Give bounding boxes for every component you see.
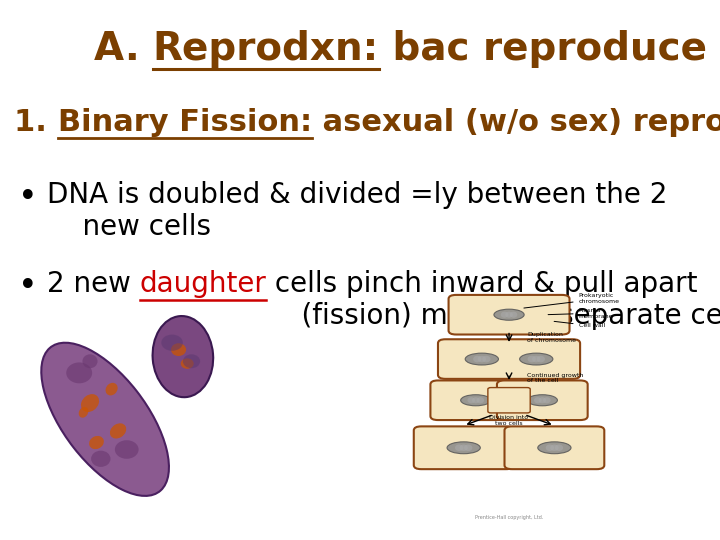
Text: Plasma
membrane: Plasma membrane (548, 308, 613, 319)
Text: Reprodxn:: Reprodxn: (153, 30, 379, 68)
Ellipse shape (464, 444, 472, 451)
Ellipse shape (110, 423, 126, 438)
FancyBboxPatch shape (497, 381, 588, 420)
Ellipse shape (536, 356, 545, 362)
Text: •: • (18, 270, 37, 303)
Ellipse shape (106, 383, 117, 395)
Text: 2 new: 2 new (47, 270, 140, 298)
FancyBboxPatch shape (414, 427, 513, 469)
Text: Continued growth
of the cell: Continued growth of the cell (527, 373, 583, 383)
Text: DNA is doubled & divided =ly between the 2
    new cells: DNA is doubled & divided =ly between the… (47, 181, 667, 241)
Ellipse shape (455, 444, 463, 451)
Ellipse shape (477, 356, 486, 362)
Text: Prokaryotic
chromosome: Prokaryotic chromosome (524, 293, 620, 308)
Ellipse shape (539, 397, 546, 403)
Text: asexual (w/o sex) reprodxn.: asexual (w/o sex) reprodxn. (312, 108, 720, 137)
Ellipse shape (528, 356, 536, 362)
FancyBboxPatch shape (438, 339, 580, 379)
Text: 1.: 1. (14, 108, 58, 137)
Ellipse shape (482, 356, 490, 362)
Ellipse shape (89, 436, 104, 449)
Ellipse shape (520, 353, 553, 365)
Text: A.: A. (94, 30, 153, 68)
Ellipse shape (447, 442, 480, 454)
Text: •: • (18, 181, 37, 214)
Ellipse shape (473, 356, 482, 362)
FancyBboxPatch shape (431, 381, 521, 420)
Text: Prentice-Hall copyright, Ltd.: Prentice-Hall copyright, Ltd. (475, 515, 543, 520)
Text: Binary Fission:: Binary Fission: (58, 108, 312, 137)
Ellipse shape (78, 407, 89, 418)
FancyBboxPatch shape (488, 388, 530, 413)
Ellipse shape (459, 444, 468, 451)
FancyBboxPatch shape (449, 295, 570, 334)
Ellipse shape (500, 312, 508, 318)
Text: daughter: daughter (140, 270, 266, 298)
Text: Cell wall: Cell wall (554, 321, 605, 328)
Text: Division into
two cells: Division into two cells (490, 415, 528, 426)
Ellipse shape (546, 444, 554, 451)
Ellipse shape (161, 335, 183, 351)
Ellipse shape (115, 440, 139, 459)
Ellipse shape (171, 343, 186, 356)
Ellipse shape (543, 397, 551, 403)
Ellipse shape (510, 312, 518, 318)
Ellipse shape (461, 395, 491, 406)
Ellipse shape (555, 444, 563, 451)
Ellipse shape (91, 451, 111, 467)
FancyBboxPatch shape (505, 427, 604, 469)
Ellipse shape (153, 316, 213, 397)
Ellipse shape (534, 397, 541, 403)
Text: cells pinch inward & pull apart
    (fission) making 2 separate cells.: cells pinch inward & pull apart (fission… (266, 270, 720, 330)
Ellipse shape (532, 356, 541, 362)
Ellipse shape (41, 343, 169, 496)
Ellipse shape (467, 397, 475, 403)
Ellipse shape (472, 397, 480, 403)
Ellipse shape (181, 359, 194, 369)
Ellipse shape (527, 395, 557, 406)
Ellipse shape (66, 362, 92, 383)
Ellipse shape (550, 444, 559, 451)
Ellipse shape (494, 309, 524, 320)
Ellipse shape (83, 354, 98, 368)
Ellipse shape (183, 354, 200, 368)
Ellipse shape (465, 353, 498, 365)
Text: Duplication
of chromosome: Duplication of chromosome (527, 332, 576, 343)
Ellipse shape (81, 394, 99, 412)
Ellipse shape (505, 312, 513, 318)
Ellipse shape (538, 442, 571, 454)
Text: bac reproduce by:: bac reproduce by: (379, 30, 720, 68)
Ellipse shape (477, 397, 484, 403)
